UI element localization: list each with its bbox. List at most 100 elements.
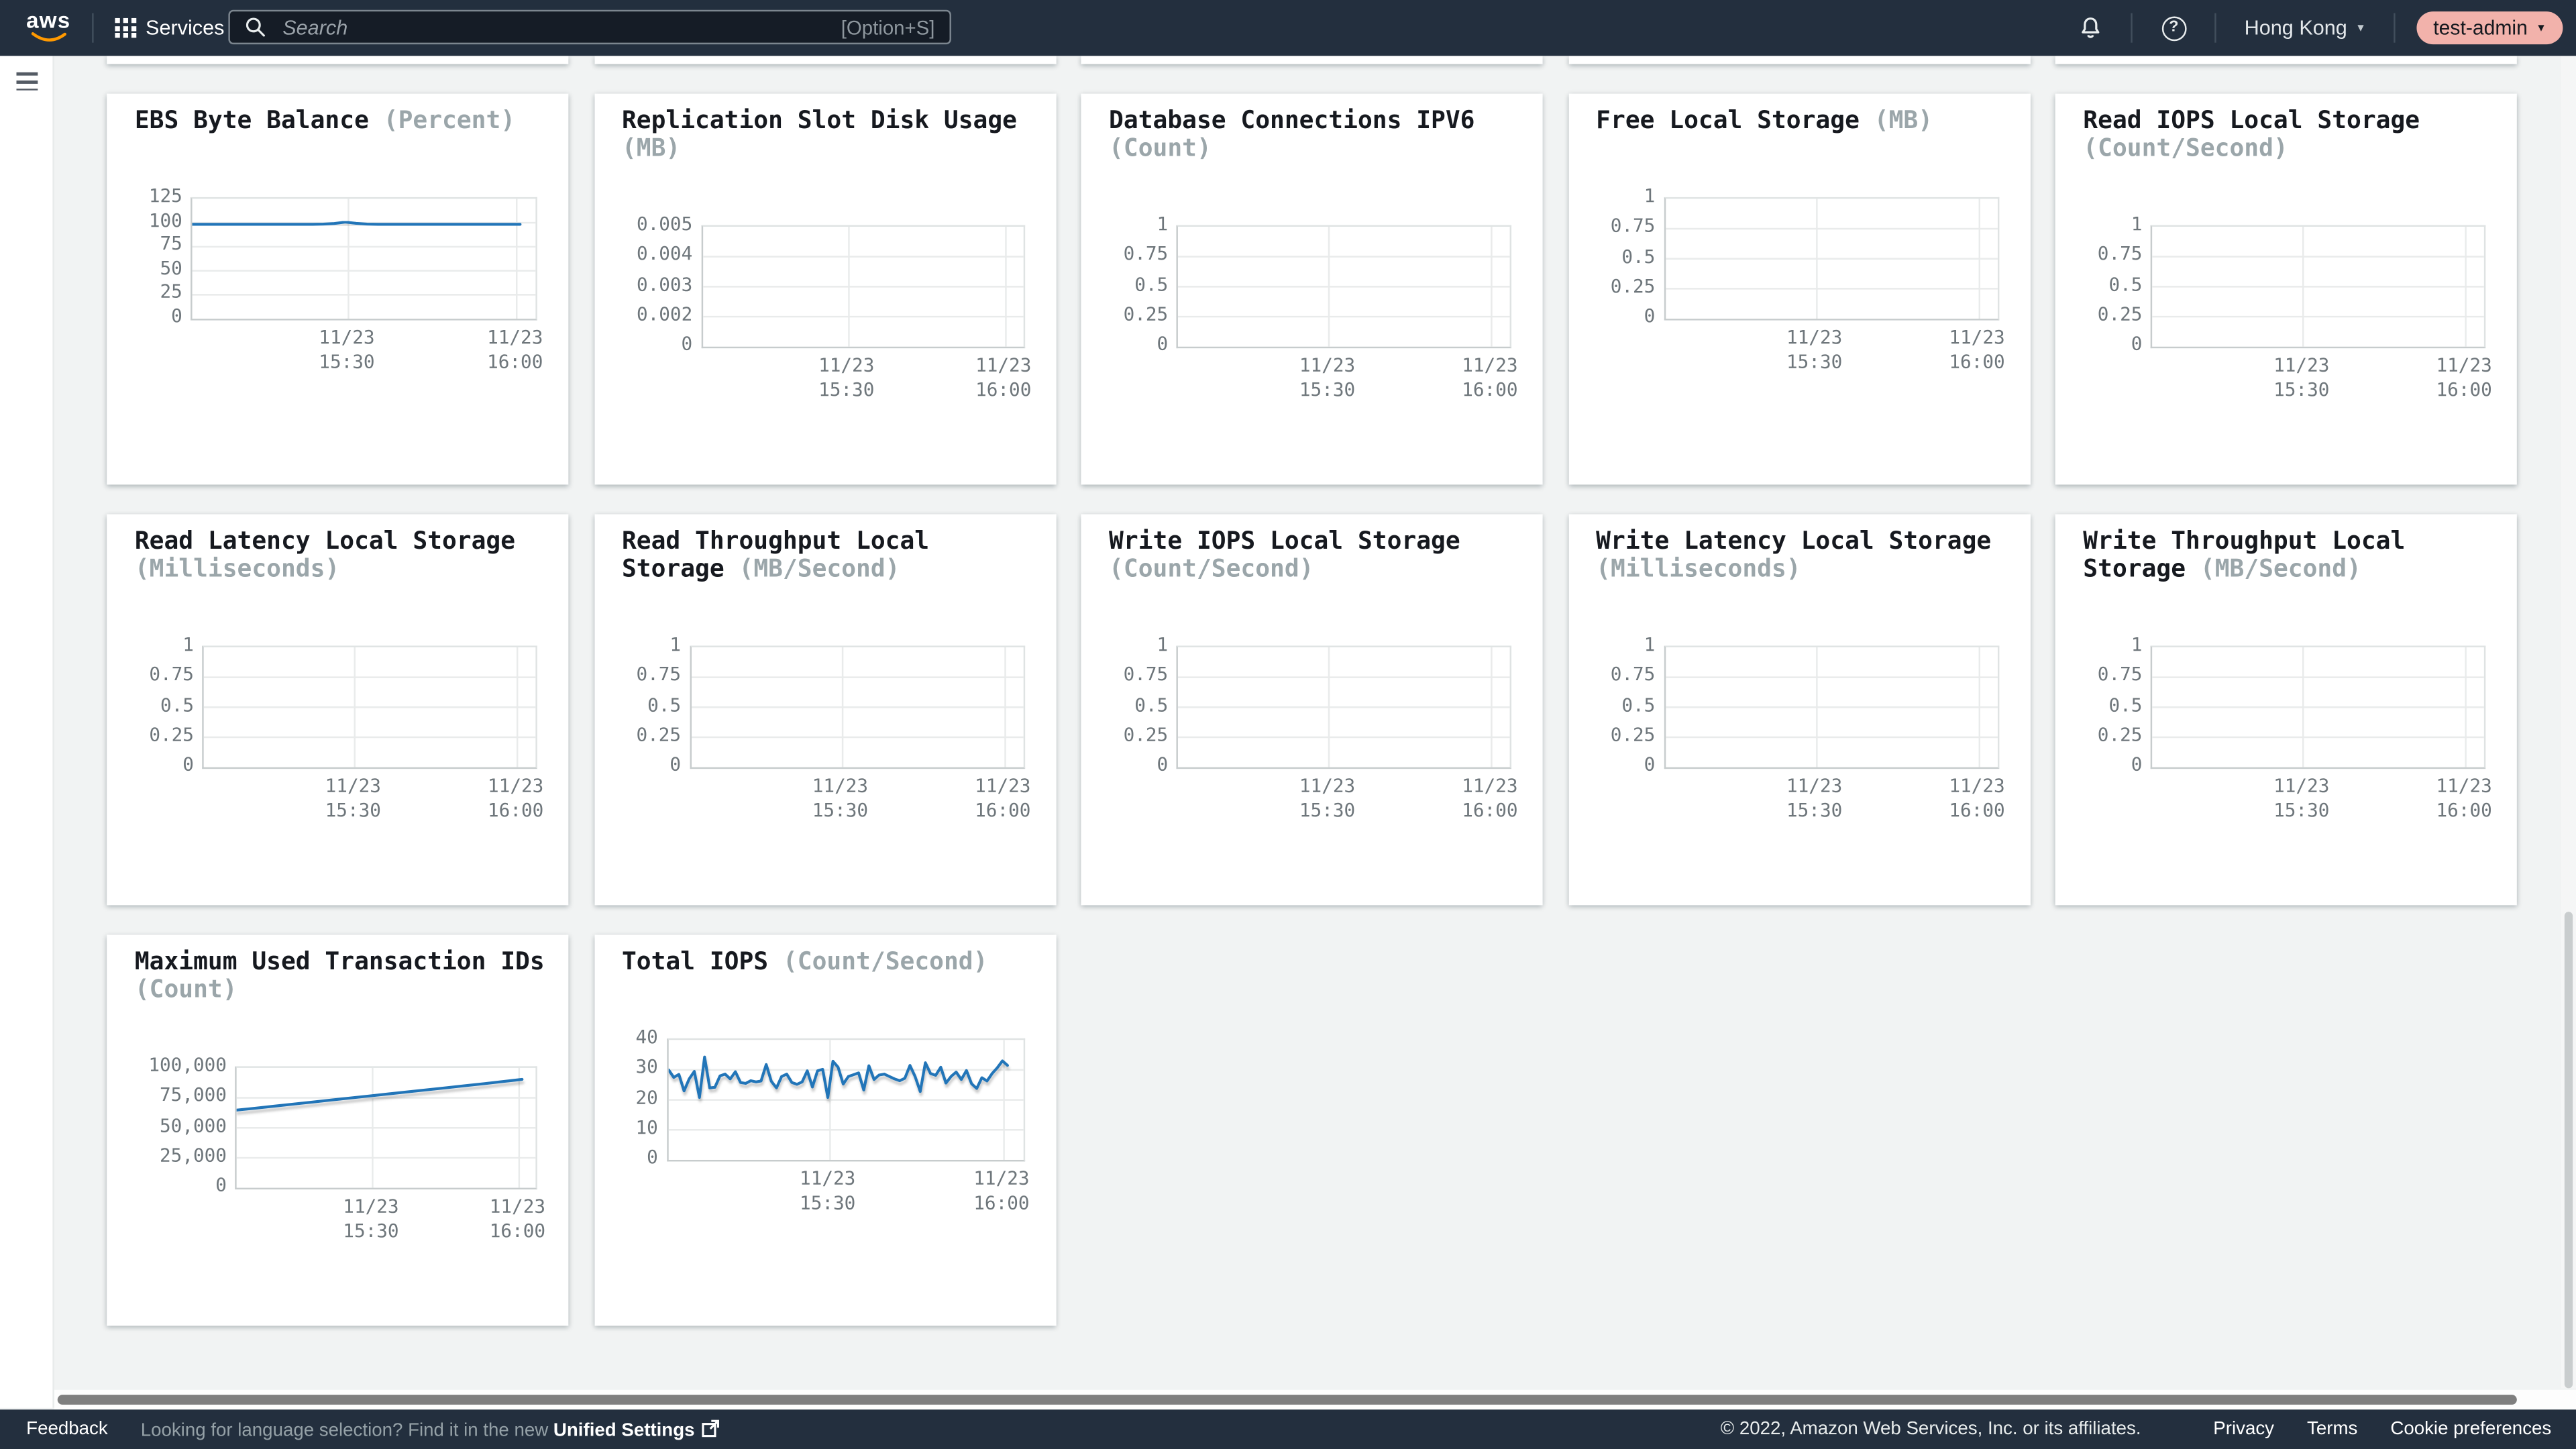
metric-card: Read IOPS Local Storage (Count/Second) 1 0… (2055, 93, 2517, 485)
x-tick-label: 11/23 16:00 (2436, 354, 2492, 401)
chart-plot[interactable] (2150, 645, 2486, 768)
cutoff-card-row (107, 56, 2517, 64)
y-tick-label: 0 (1644, 754, 1656, 775)
metric-card: Read Latency Local Storage (Milliseconds… (107, 514, 569, 906)
feedback-link[interactable]: Feedback (26, 1419, 108, 1440)
card-unit: (MB/Second) (739, 555, 900, 584)
y-tick-label: 0.25 (1610, 275, 1656, 297)
chevron-down-icon: ▼ (2536, 22, 2546, 34)
chart-canvas (1177, 646, 1510, 767)
chart-canvas (236, 1067, 536, 1187)
card-unit: (Count) (134, 975, 237, 1004)
y-tick-label: 40 (635, 1026, 658, 1049)
card-title: Write Latency Local Storage (Millisecond… (1596, 527, 1992, 584)
y-tick-label: 0.25 (2097, 303, 2143, 325)
y-tick-label: 0 (1157, 333, 1169, 355)
chart-canvas (2152, 646, 2484, 767)
y-tick-label: 1 (2131, 213, 2143, 235)
search-input[interactable] (279, 13, 841, 41)
chart-canvas (203, 646, 536, 767)
y-tick-label: 0 (647, 1146, 658, 1169)
y-tick-label: 1 (1157, 213, 1169, 235)
y-tick-label: 1 (2131, 634, 2143, 656)
y-tick-label: 0.75 (1123, 244, 1169, 265)
card-unit: (Count/Second) (782, 948, 988, 976)
global-search[interactable]: [Option+S] (228, 9, 951, 45)
search-shortcut-hint: [Option+S] (841, 15, 935, 39)
card-unit: (Count/Second) (2083, 134, 2288, 163)
chart-canvas (192, 198, 536, 318)
metric-card-partial (2055, 56, 2517, 64)
y-tick-label: 0.5 (1621, 694, 1656, 716)
y-tick-label: 0.75 (1610, 215, 1656, 237)
terms-link[interactable]: Terms (2307, 1419, 2358, 1440)
aws-logo[interactable]: aws (26, 9, 70, 44)
chart-canvas (667, 1038, 1023, 1159)
services-menu-button[interactable]: Services (115, 16, 225, 40)
x-tick-label: 11/23 15:30 (1786, 326, 1843, 373)
card-title: Read IOPS Local Storage (Count/Second) (2083, 107, 2420, 163)
y-tick-label: 0.5 (160, 694, 194, 716)
chart-line (192, 219, 522, 225)
metric-card-partial (594, 56, 1056, 64)
chart-plot[interactable] (700, 224, 1024, 347)
y-tick-label: 50 (160, 257, 182, 279)
card-title: Total IOPS (Count/Second) (621, 948, 988, 976)
card-unit: (MB) (1874, 107, 1933, 135)
x-tick-label: 11/23 15:30 (343, 1195, 399, 1242)
horizontal-scrollbar-thumb[interactable] (57, 1393, 2517, 1405)
region-label: Hong Kong (2244, 16, 2347, 40)
chart-plot[interactable] (689, 645, 1024, 768)
chart-plot[interactable] (1663, 645, 1999, 768)
metric-card: Maximum Used Transaction IDs (Count) 100,… (107, 934, 569, 1326)
x-tick-label: 11/23 16:00 (975, 774, 1031, 822)
help-icon: ? (2161, 15, 2186, 41)
chart-plot[interactable] (1663, 196, 1999, 320)
y-tick-label: 0.5 (1134, 273, 1169, 295)
y-tick-label: 25 (160, 281, 182, 303)
y-tick-label: 30 (635, 1057, 658, 1079)
metric-card: Write Throughput Local Storage (MB/Secon… (2055, 514, 2517, 906)
chart-plot[interactable] (202, 645, 537, 768)
metric-card: Write Latency Local Storage (Millisecond… (1568, 514, 2030, 906)
notifications-button[interactable] (2070, 8, 2110, 48)
vertical-scrollbar-thumb[interactable] (2563, 912, 2573, 1389)
chart-plot[interactable] (666, 1037, 1024, 1161)
x-tick-label: 11/23 16:00 (489, 1195, 546, 1242)
metrics-grid: EBS Byte Balance (Percent) 125 100 75 50 25 0 1… (107, 93, 2517, 1326)
y-tick-label: 0 (1644, 305, 1656, 327)
chart-canvas (690, 646, 1023, 767)
menu-toggle-button[interactable] (16, 72, 38, 96)
account-menu[interactable]: test-admin ▼ (2416, 11, 2563, 45)
y-tick-label: 75 (160, 233, 182, 256)
y-tick-label: 0 (171, 305, 182, 327)
chevron-down-icon: ▼ (2355, 22, 2366, 34)
region-selector[interactable]: Hong Kong ▼ (2238, 16, 2373, 39)
chart-plot[interactable] (2150, 224, 2486, 347)
y-tick-label: 0 (681, 333, 693, 355)
chart-plot[interactable] (191, 196, 537, 320)
cookie-preferences-link[interactable]: Cookie preferences (2390, 1419, 2552, 1440)
metric-card: Free Local Storage (MB) 1 0.75 0.5 0.25 0 11/2… (1568, 93, 2030, 485)
chart-plot[interactable] (235, 1065, 537, 1189)
y-tick-label: 0.75 (2097, 244, 2143, 265)
side-navigation-collapsed (0, 56, 54, 1408)
y-tick-label: 10 (635, 1116, 658, 1138)
services-label: Services (146, 16, 225, 40)
x-tick-label: 11/23 16:00 (973, 1167, 1030, 1214)
chart-plot[interactable] (1176, 645, 1512, 768)
card-title: Read Throughput Local Storage (MB/Second… (621, 527, 930, 584)
y-tick-label: 0.5 (647, 694, 682, 716)
x-tick-label: 11/23 16:00 (487, 326, 543, 373)
chart-plot[interactable] (1176, 224, 1512, 347)
chart-line (667, 1055, 1008, 1098)
y-tick-label: 50,000 (160, 1114, 227, 1136)
unified-settings-link[interactable]: Unified Settings (553, 1420, 695, 1440)
console-footer: Feedback Looking for language selection?… (0, 1409, 2576, 1449)
language-hint: Looking for language selection? Find it … (141, 1419, 720, 1440)
help-button[interactable]: ? (2154, 8, 2194, 48)
nav-divider (2214, 13, 2217, 43)
chart-canvas (1665, 646, 1997, 767)
chart-canvas (1177, 225, 1510, 346)
privacy-link[interactable]: Privacy (2213, 1419, 2275, 1440)
